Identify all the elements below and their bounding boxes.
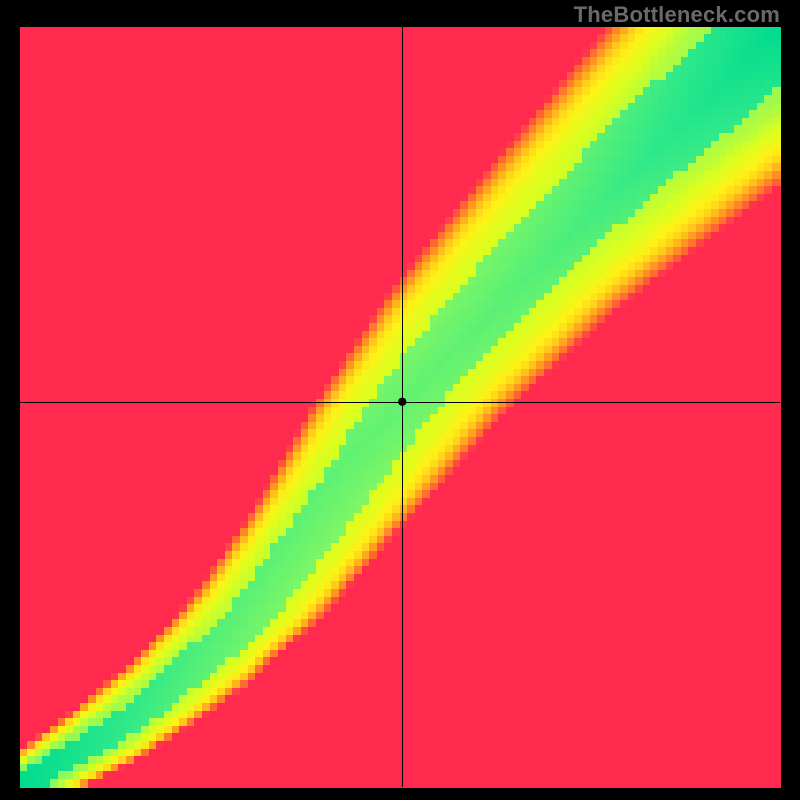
bottleneck-heatmap bbox=[0, 0, 800, 800]
watermark-text: TheBottleneck.com bbox=[574, 2, 780, 28]
chart-container: TheBottleneck.com bbox=[0, 0, 800, 800]
